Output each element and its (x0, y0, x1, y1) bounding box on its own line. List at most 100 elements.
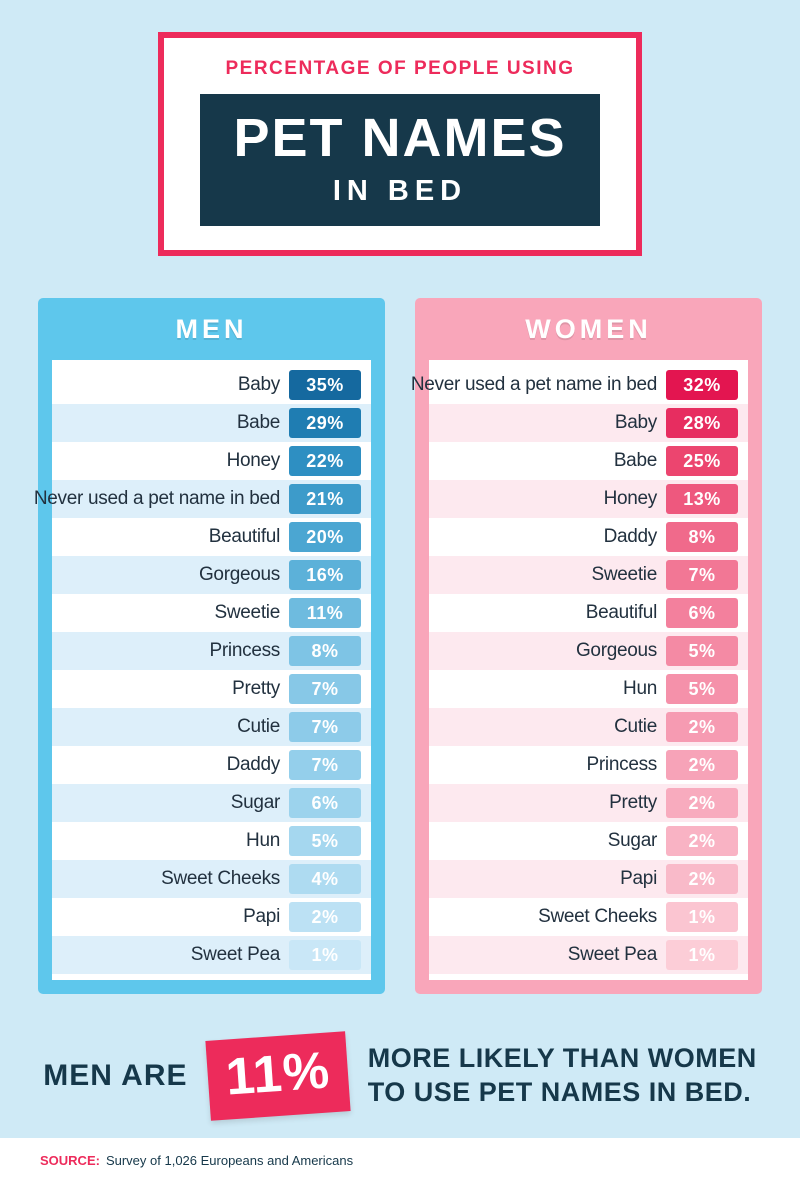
callout-line2: TO USE PET NAMES IN BED. (367, 1076, 752, 1107)
percentage-chip: 28% (666, 407, 738, 438)
table-row: Princess 2% (429, 746, 748, 784)
percentage-chip: 1% (666, 901, 738, 932)
table-row: Babe 25% (429, 442, 748, 480)
percentage-chip: 1% (289, 939, 361, 970)
table-row: Hun 5% (52, 822, 371, 860)
pet-name-label: Daddy (603, 525, 658, 547)
page-title: PET NAMES (233, 108, 567, 168)
pet-name-label: Hun (623, 677, 657, 699)
table-row: Princess 8% (52, 631, 371, 670)
percentage-chip: 20% (289, 521, 361, 552)
percentage-chip: 16% (289, 559, 361, 590)
pet-name-label: Cutie (614, 715, 657, 737)
percentage-chip: 2% (666, 863, 738, 894)
pet-name-label: Baby (237, 373, 280, 395)
percentage-chip: 8% (666, 521, 738, 552)
percentage-chip: 6% (666, 597, 738, 628)
table-row: Papi 2% (429, 859, 748, 898)
pet-name-label: Daddy (226, 753, 281, 775)
percentage-chip: 13% (666, 483, 738, 514)
pet-name-label: Beautiful (208, 525, 281, 547)
percentage-chip: 2% (666, 787, 738, 818)
women-panel-title: WOMEN (525, 313, 652, 344)
table-row: Beautiful 6% (429, 594, 748, 632)
pet-name-label: Never used a pet name in bed (33, 487, 280, 509)
pet-name-label: Papi (243, 905, 280, 927)
pet-name-label: Sugar (607, 829, 658, 851)
pet-name-label: Sweetie (591, 563, 658, 585)
percentage-chip: 7% (666, 559, 738, 590)
pet-name-label: Gorgeous (575, 639, 657, 661)
callout: MEN ARE 11% MORE LIKELY THAN WOMEN TO US… (0, 1030, 800, 1121)
pet-name-label: Sweet Cheeks (161, 867, 280, 889)
table-row: Sugar 2% (429, 822, 748, 860)
percentage-chip: 22% (289, 445, 361, 476)
percentage-chip: 5% (666, 635, 738, 666)
women-table: Never used a pet name in bed 32% Baby 28% Ba… (411, 359, 748, 980)
source-label: SOURCE: (40, 1152, 100, 1168)
men-panel: MEN Baby 35% Babe 29% Honey 22% Never used a p… (34, 297, 385, 994)
percentage-chip: 32% (666, 369, 738, 400)
table-row: Pretty 2% (429, 783, 748, 822)
title-kicker: PERCENTAGE OF PEOPLE USING (225, 58, 575, 79)
percentage-chip: 2% (289, 901, 361, 932)
women-panel: WOMEN Never used a pet name in bed 32% Bab… (411, 297, 762, 994)
pet-name-label: Honey (226, 449, 281, 471)
percentage-chip: 4% (289, 863, 361, 894)
table-row: Sweet Pea 1% (52, 935, 371, 974)
men-table: Baby 35% Babe 29% Honey 22% Never used a pet n… (34, 359, 371, 980)
page-subtitle: IN BED (332, 174, 468, 207)
pet-name-label: Sweetie (214, 601, 281, 623)
percentage-chip: 25% (666, 445, 738, 476)
table-row: Daddy 7% (52, 746, 371, 784)
percentage-chip: 11% (289, 597, 361, 628)
percentage-chip: 1% (666, 939, 738, 970)
percentage-chip: 35% (289, 369, 361, 400)
table-row: Honey 13% (429, 479, 748, 518)
table-row: Sweet Cheeks 1% (429, 898, 748, 936)
pet-name-label: Babe (613, 449, 657, 471)
callout-line1: MORE LIKELY THAN WOMEN (367, 1042, 757, 1073)
table-row: Babe 29% (52, 403, 371, 442)
pet-name-label: Sweet Pea (567, 943, 658, 965)
percentage-chip: 5% (666, 673, 738, 704)
table-row: Sweet Cheeks 4% (52, 859, 371, 898)
table-row: Pretty 7% (52, 670, 371, 708)
table-row: Never used a pet name in bed 21% (34, 479, 371, 518)
table-row: Hun 5% (429, 670, 748, 708)
table-row: Sweet Pea 1% (429, 935, 748, 974)
table-row: Honey 22% (52, 442, 371, 480)
pet-name-label: Pretty (609, 791, 657, 813)
percentage-chip: 8% (289, 635, 361, 666)
percentage-chip: 29% (289, 407, 361, 438)
table-row: Sweetie 11% (52, 594, 371, 632)
percentage-chip: 2% (666, 711, 738, 742)
callout-text: MORE LIKELY THAN WOMEN TO USE PET NAMES … (368, 1042, 757, 1110)
percentage-chip: 7% (289, 749, 361, 780)
pet-name-label: Never used a pet name in bed (410, 373, 657, 395)
table-row: Daddy 8% (429, 518, 748, 556)
panels-container: MEN Baby 35% Babe 29% Honey 22% Never used a p… (0, 297, 800, 994)
pet-name-label: Baby (614, 411, 657, 433)
percentage-chip: 7% (289, 711, 361, 742)
percentage-chip: 5% (289, 825, 361, 856)
percentage-chip: 6% (289, 787, 361, 818)
table-row: Cutie 2% (429, 707, 748, 746)
source-text: Survey of 1,026 Europeans and Americans (105, 1152, 354, 1168)
callout-highlight-badge: 11% (204, 1030, 351, 1121)
table-row: Baby 35% (52, 366, 371, 404)
callout-prefix: MEN ARE (43, 1058, 188, 1092)
pet-name-label: Sweet Pea (190, 943, 281, 965)
percentage-chip: 21% (289, 483, 361, 514)
percentage-chip: 7% (289, 673, 361, 704)
pet-name-label: Hun (246, 829, 280, 851)
table-row: Sugar 6% (52, 783, 371, 822)
pet-name-label: Cutie (237, 715, 280, 737)
pet-name-label: Honey (603, 487, 658, 509)
pet-name-label: Sweet Cheeks (538, 905, 657, 927)
pet-name-label: Beautiful (585, 601, 658, 623)
table-row: Gorgeous 16% (52, 555, 371, 594)
pet-name-label: Princess (586, 753, 658, 775)
table-row: Papi 2% (52, 898, 371, 936)
